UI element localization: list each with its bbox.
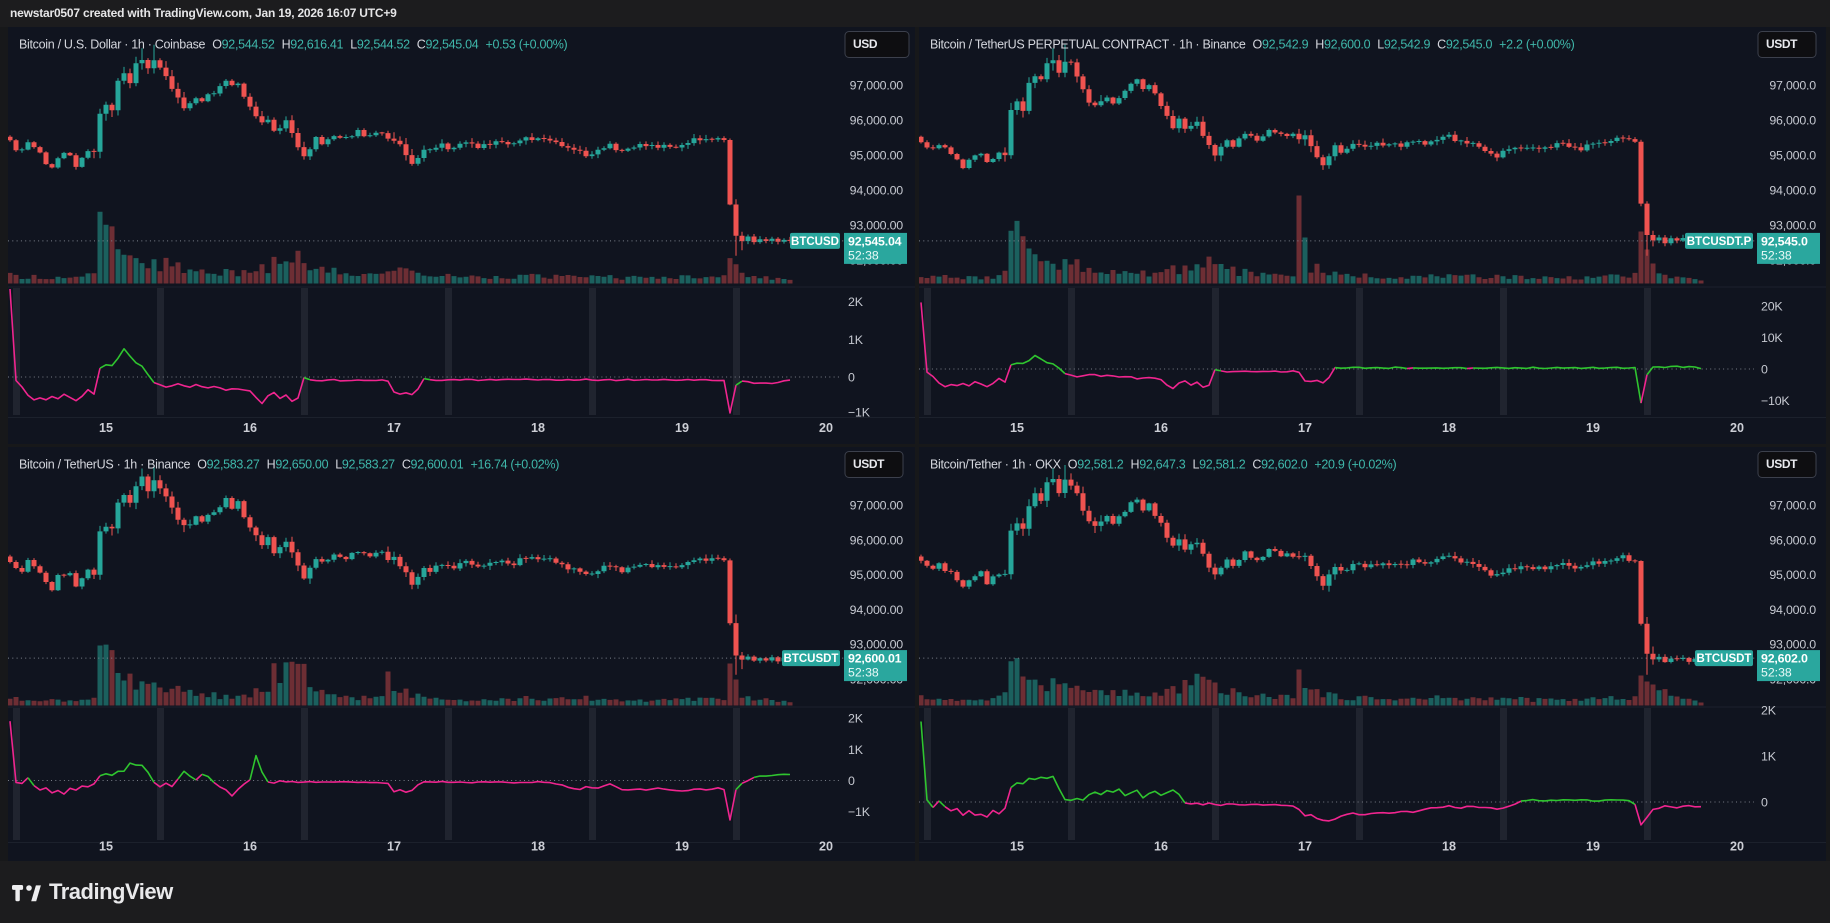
svg-text:USDT: USDT xyxy=(1766,37,1798,51)
svg-text:18: 18 xyxy=(531,421,545,435)
svg-text:95,000.0: 95,000.0 xyxy=(1769,149,1816,163)
svg-text:19: 19 xyxy=(1586,840,1600,854)
svg-text:BTCUSDT.P: BTCUSDT.P xyxy=(1687,236,1752,248)
svg-text:16: 16 xyxy=(1154,840,1168,854)
svg-text:BTCUSD: BTCUSD xyxy=(791,236,839,248)
svg-text:20: 20 xyxy=(1730,840,1744,854)
svg-text:16: 16 xyxy=(1154,421,1168,435)
svg-text:94,000.0: 94,000.0 xyxy=(1769,184,1816,198)
svg-text:52:38: 52:38 xyxy=(848,666,879,680)
svg-text:52:38: 52:38 xyxy=(1761,666,1792,680)
svg-text:BTCUSDT: BTCUSDT xyxy=(784,653,839,665)
svg-text:96,000.00: 96,000.00 xyxy=(850,114,904,128)
svg-text:93,000.0: 93,000.0 xyxy=(1769,638,1816,652)
svg-text:1K: 1K xyxy=(848,743,864,757)
svg-text:USDT: USDT xyxy=(1766,457,1798,471)
svg-text:Bitcoin / U.S. Dollar · 1h · C: Bitcoin / U.S. Dollar · 1h · Coinbase O92… xyxy=(19,38,568,52)
svg-text:0: 0 xyxy=(1761,363,1768,377)
svg-text:92,545.04: 92,545.04 xyxy=(848,234,902,248)
svg-text:92,602.0: 92,602.0 xyxy=(1761,652,1808,666)
svg-text:94,000.0: 94,000.0 xyxy=(1769,603,1816,617)
svg-text:USD: USD xyxy=(853,37,878,51)
svg-text:USDT: USDT xyxy=(853,457,885,471)
svg-text:15: 15 xyxy=(1010,840,1024,854)
svg-text:0: 0 xyxy=(848,774,855,788)
svg-text:93,000.00: 93,000.00 xyxy=(850,219,904,233)
svg-text:Bitcoin / TetherUS · 1h · Bina: Bitcoin / TetherUS · 1h · Binance O92,583… xyxy=(19,458,559,472)
svg-text:97,000.00: 97,000.00 xyxy=(850,499,904,513)
svg-text:97,000.00: 97,000.00 xyxy=(850,79,904,93)
svg-text:17: 17 xyxy=(387,840,401,854)
svg-text:2K: 2K xyxy=(848,712,864,726)
svg-text:20: 20 xyxy=(1730,421,1744,435)
svg-text:17: 17 xyxy=(1298,840,1312,854)
svg-text:17: 17 xyxy=(387,421,401,435)
svg-text:92,600.01: 92,600.01 xyxy=(848,652,902,666)
svg-text:18: 18 xyxy=(1442,840,1456,854)
svg-text:17: 17 xyxy=(1298,421,1312,435)
svg-text:94,000.00: 94,000.00 xyxy=(850,603,904,617)
svg-text:52:38: 52:38 xyxy=(848,248,879,262)
svg-text:1K: 1K xyxy=(848,333,864,347)
svg-text:97,000.0: 97,000.0 xyxy=(1769,79,1816,93)
svg-text:Bitcoin / TetherUS PERPETUAL C: Bitcoin / TetherUS PERPETUAL CONTRACT · … xyxy=(930,38,1575,52)
svg-text:16: 16 xyxy=(243,421,257,435)
svg-text:20: 20 xyxy=(819,421,833,435)
svg-text:18: 18 xyxy=(531,840,545,854)
svg-text:−10K: −10K xyxy=(1761,394,1790,408)
svg-text:97,000.0: 97,000.0 xyxy=(1769,499,1816,513)
svg-text:19: 19 xyxy=(675,421,689,435)
svg-text:2K: 2K xyxy=(848,295,864,309)
svg-text:93,000.00: 93,000.00 xyxy=(850,638,904,652)
svg-text:BTCUSDT: BTCUSDT xyxy=(1697,653,1752,665)
svg-text:93,000.0: 93,000.0 xyxy=(1769,219,1816,233)
svg-text:19: 19 xyxy=(1586,421,1600,435)
svg-text:95,000.00: 95,000.00 xyxy=(850,568,904,582)
svg-text:95,000.0: 95,000.0 xyxy=(1769,568,1816,582)
svg-text:96,000.0: 96,000.0 xyxy=(1769,533,1816,547)
svg-text:20K: 20K xyxy=(1761,300,1783,314)
svg-text:−1K: −1K xyxy=(848,805,871,819)
svg-text:15: 15 xyxy=(1010,421,1024,435)
svg-text:−1K: −1K xyxy=(848,406,871,420)
svg-text:0: 0 xyxy=(848,371,855,385)
svg-text:94,000.00: 94,000.00 xyxy=(850,184,904,198)
svg-text:1K: 1K xyxy=(1761,750,1777,764)
svg-text:10K: 10K xyxy=(1761,331,1783,345)
svg-text:92,545.0: 92,545.0 xyxy=(1761,234,1808,248)
svg-text:19: 19 xyxy=(675,840,689,854)
svg-text:2K: 2K xyxy=(1761,704,1777,718)
svg-text:0: 0 xyxy=(1761,796,1768,810)
svg-text:18: 18 xyxy=(1442,421,1456,435)
svg-text:20: 20 xyxy=(819,840,833,854)
svg-text:15: 15 xyxy=(99,840,113,854)
svg-text:15: 15 xyxy=(99,421,113,435)
svg-text:16: 16 xyxy=(243,840,257,854)
svg-text:96,000.0: 96,000.0 xyxy=(1769,114,1816,128)
svg-text:52:38: 52:38 xyxy=(1761,248,1792,262)
svg-text:96,000.00: 96,000.00 xyxy=(850,533,904,547)
svg-text:95,000.00: 95,000.00 xyxy=(850,149,904,163)
